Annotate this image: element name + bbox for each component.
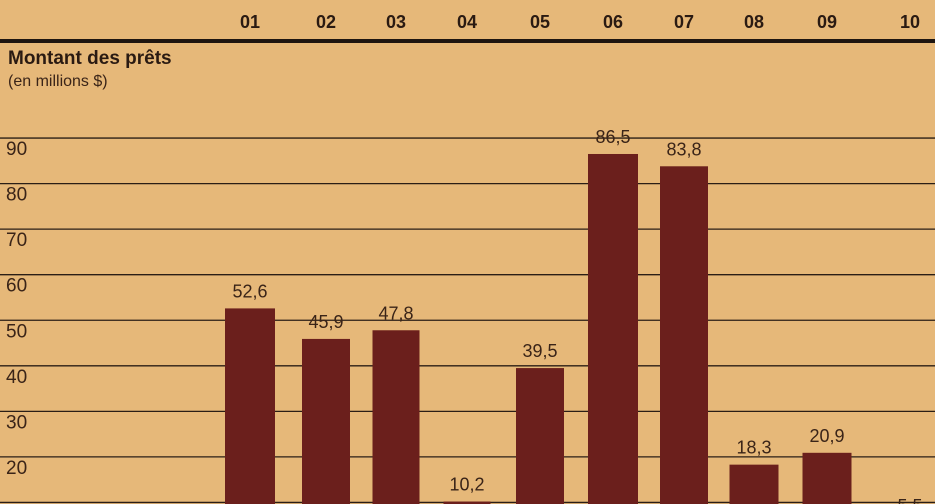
chart-title: Montant des prêts [8,48,172,69]
y-tick-label-20: 20 [6,458,27,479]
y-tick-label-60: 60 [6,276,27,297]
bar-09 [802,452,852,504]
x-tick-label-04: 04 [457,12,477,32]
value-label-06: 86,5 [595,127,630,147]
value-label-01: 52,6 [232,281,267,301]
y-tick-label-30: 30 [6,412,27,433]
bar-03 [372,330,420,504]
x-tick-label-06: 06 [603,12,623,32]
x-tick-label-07: 07 [674,12,694,32]
x-tick-label-09: 09 [817,12,837,32]
y-tick-label-50: 50 [6,321,27,342]
value-label-04: 10,2 [449,475,484,495]
bar-06 [588,153,638,504]
value-label-03: 47,8 [378,303,413,323]
x-tick-label-10: 10 [900,12,920,32]
x-tick-label-08: 08 [744,12,764,32]
y-tick-label-70: 70 [6,230,27,251]
value-label-07: 83,8 [666,139,701,159]
y-tick-labels: 102030405060708090 [6,139,27,504]
y-tick-label-90: 90 [6,139,27,160]
y-tick-label-40: 40 [6,367,27,388]
value-labels: 52,6 45,9 47,8 10,2 39,5 86,5 83,8 18,3 20,9 5,5 [232,127,922,504]
chart-subtitle: (en millions $) [8,73,108,90]
x-tick-label-01: 01 [240,12,260,32]
grid-lines [0,137,935,504]
y-tick-label-80: 80 [6,185,27,206]
value-label-05: 39,5 [522,341,557,361]
bar-04 [443,501,491,504]
value-label-08: 18,3 [736,438,771,458]
bars [225,153,852,504]
value-label-09: 20,9 [809,426,844,446]
x-tick-labels: 01 02 03 04 05 06 07 08 09 10 [240,12,920,32]
x-tick-label-02: 02 [316,12,336,32]
x-tick-label-05: 05 [530,12,550,32]
value-label-10: 5,5 [897,496,922,504]
bar-08 [729,464,779,504]
x-tick-label-03: 03 [386,12,406,32]
bar-01 [225,308,275,504]
bar-02 [302,338,350,504]
value-label-02: 45,9 [308,312,343,332]
bar-07 [660,166,708,504]
bar-05 [516,368,564,504]
